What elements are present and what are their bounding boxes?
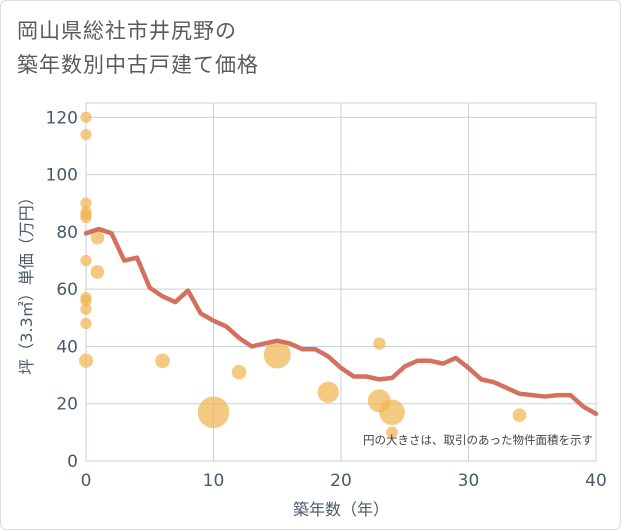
data-bubble [317,381,339,403]
data-bubble [512,408,527,423]
data-bubble [80,128,92,141]
tick-labels: 0 20 40 60 80 100 120 0 10 20 30 40 [46,108,607,491]
y-tick-label: 120 [46,108,78,128]
y-tick-label: 80 [56,223,78,243]
size-annotation: 円の大きさは、取引のあった物件面積を示す [363,433,593,447]
chart-title: 岡山県総社市井尻野の 築年数別中古戸建て価格 [17,14,259,82]
data-bubble [80,111,92,123]
data-bubble [197,396,230,429]
data-bubble [80,303,92,315]
x-tick-label: 40 [585,471,607,491]
data-bubble [263,341,291,369]
x-tick-label: 10 [203,471,225,491]
data-bubble [155,353,170,369]
data-bubble [80,317,92,330]
data-bubble [90,230,105,245]
x-tick-label: 20 [330,471,352,491]
x-tick-label: 0 [81,471,92,491]
y-tick-label: 20 [56,395,78,415]
data-bubble [80,254,92,267]
y-tick-label: 40 [56,337,78,357]
average-price-line [83,226,599,416]
data-bubble [80,295,92,307]
data-bubble [379,399,405,426]
x-axis-label: 築年数（年） [293,500,389,519]
chart-title-line-1: 岡山県総社市井尻野の [17,19,237,43]
chart-title-line-2: 築年数別中古戸建て価格 [17,53,259,77]
y-tick-label: 100 [46,166,78,186]
data-bubble [80,197,92,209]
bubble-layer [78,111,527,439]
data-bubble [78,353,94,368]
x-tick-label: 30 [458,471,480,491]
y-axis-label: 坪（3.3㎡）単価（万円） [17,189,36,374]
data-bubble [373,337,386,350]
y-tick-label: 60 [56,280,78,300]
data-bubble [90,265,105,279]
data-bubble [80,211,92,224]
y-tick-label: 0 [67,452,78,472]
data-bubble [386,426,398,439]
data-bubble [231,364,247,380]
